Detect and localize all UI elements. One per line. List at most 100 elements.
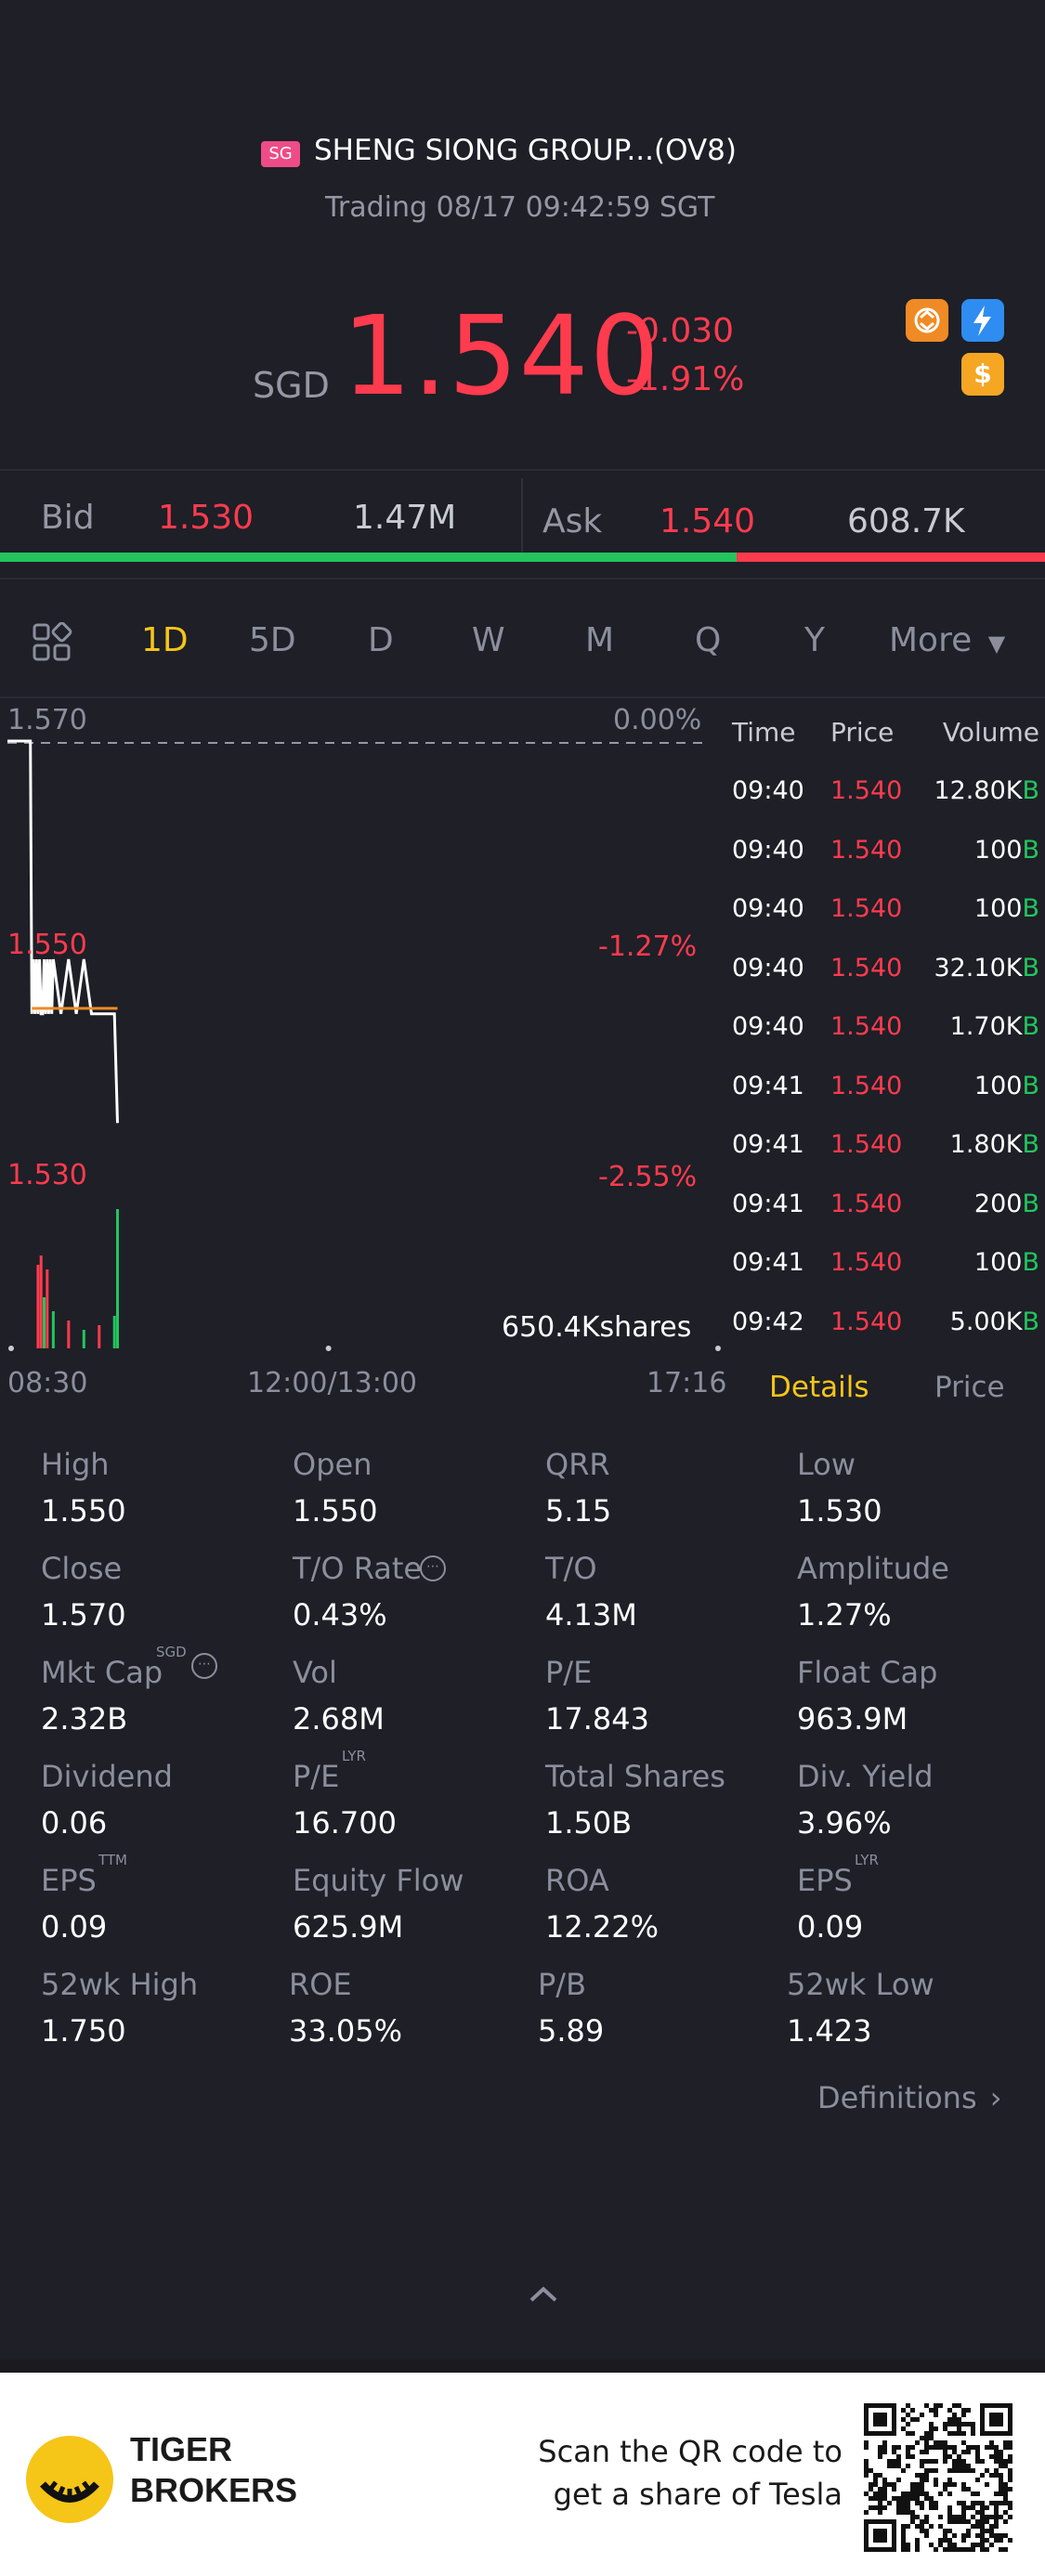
volume-bar (46, 1269, 49, 1348)
qr-module (961, 2515, 966, 2519)
qr-module (994, 2538, 999, 2543)
qr-module (961, 2459, 966, 2464)
tiger-logo-icon (26, 2436, 113, 2523)
stat-roa-label: ROA (545, 1863, 609, 1898)
qr-module (869, 2482, 873, 2487)
qr-module (869, 2487, 873, 2491)
qr-module (910, 2510, 915, 2515)
qr-module (920, 2524, 924, 2529)
tab-d[interactable]: D (368, 621, 394, 659)
layout-grid-icon[interactable] (32, 621, 72, 663)
currency-label: SGD (253, 365, 330, 406)
trade-side-badge: B (1022, 776, 1039, 805)
qr-module (943, 2445, 947, 2450)
qr-module (938, 2538, 943, 2543)
trade-row: 09:41 1.540 100B (725, 1072, 1045, 1130)
tab-m[interactable]: M (585, 621, 615, 659)
swap-icon[interactable] (906, 299, 948, 342)
tab-5d[interactable]: 5D (249, 621, 296, 659)
trade-row: 09:41 1.540 100B (725, 1248, 1045, 1307)
qr-module (929, 2431, 934, 2436)
qr-module (975, 2459, 980, 2464)
chevron-up-icon[interactable] (522, 2280, 565, 2308)
price-label-bottom: 1.530 (7, 1159, 87, 1191)
qr-module (952, 2482, 957, 2487)
qr-module (943, 2459, 947, 2464)
definitions-link[interactable]: Definitions › (817, 2080, 1002, 2115)
qr-module (901, 2529, 906, 2533)
stock-name[interactable]: SHENG SIONG GROUP...(OV8) (314, 134, 737, 167)
qr-finder (864, 2431, 896, 2436)
qr-module (1008, 2473, 1012, 2478)
qr-module (896, 2478, 901, 2482)
qr-module (952, 2403, 957, 2408)
qr-module (966, 2464, 971, 2468)
tab-details[interactable]: Details (769, 1371, 869, 1404)
stock-header: SG SHENG SIONG GROUP...(OV8) Trading 08/… (0, 0, 1045, 469)
qr-module (920, 2473, 924, 2478)
qr-module (896, 2459, 901, 2464)
qr-finder (892, 2403, 896, 2436)
qr-module (994, 2450, 999, 2454)
trade-price: 1.540 (830, 1071, 903, 1100)
qr-module (924, 2445, 929, 2450)
tab-price[interactable]: Price (934, 1371, 1005, 1404)
qr-module (929, 2468, 934, 2473)
trade-side-badge: B (1022, 894, 1039, 923)
tab-more[interactable]: More ▼ (889, 621, 1005, 659)
qr-module (924, 2515, 929, 2519)
stat-eps-lyr-label: EPS (797, 1863, 853, 1898)
tab-y[interactable]: Y (804, 621, 825, 659)
qr-module (924, 2403, 929, 2408)
qr-finder (864, 2547, 896, 2552)
dollar-icon[interactable]: $ (961, 353, 1004, 396)
qr-module (924, 2478, 929, 2482)
qr-module (1003, 2496, 1008, 2501)
qr-module (943, 2533, 947, 2538)
qr-module (906, 2445, 910, 2450)
qr-module (906, 2464, 910, 2468)
stat-low-value: 1.530 (797, 1493, 882, 1529)
stat-mkt-cap-sup: SGD (156, 1644, 187, 1660)
info-icon[interactable]: ⋯ (420, 1555, 446, 1581)
qr-module (887, 2459, 892, 2464)
trade-side-badge: B (1022, 1071, 1039, 1100)
trade-side-badge: B (1022, 1189, 1039, 1218)
qr-module (920, 2482, 924, 2487)
market-badge: SG (261, 141, 300, 167)
qr-module (985, 2468, 989, 2473)
qr-module (985, 2538, 989, 2543)
qr-module (989, 2524, 994, 2529)
qr-module (906, 2543, 910, 2547)
qr-module (924, 2450, 929, 2454)
lightning-1-icon[interactable] (961, 299, 1004, 342)
qr-module (873, 2478, 878, 2482)
qr-module (943, 2482, 947, 2487)
qr-module (929, 2426, 934, 2431)
qr-module (980, 2510, 985, 2515)
qr-module (966, 2408, 971, 2413)
qr-module (1003, 2501, 1008, 2505)
info-icon[interactable]: ⋯ (191, 1653, 217, 1679)
qr-module (952, 2413, 957, 2417)
tab-q[interactable]: Q (695, 621, 722, 659)
ask-price: 1.540 (660, 502, 756, 540)
qr-code[interactable] (859, 2399, 1017, 2556)
qr-module (910, 2454, 915, 2459)
intraday-chart[interactable]: 1.570 0.00% 1.550 -1.27% 1.530 -2.55% 65… (0, 698, 726, 1413)
qr-module (892, 2496, 896, 2501)
qr-module (906, 2450, 910, 2454)
qr-module (999, 2459, 1003, 2464)
qr-module (975, 2445, 980, 2450)
qr-module (961, 2431, 966, 2436)
stat-eps-lyr-sup: LYR (855, 1852, 879, 1868)
stat-roe-value: 33.05% (289, 2013, 403, 2049)
tab-w[interactable]: W (472, 621, 505, 659)
qr-module (952, 2450, 957, 2454)
qr-module (971, 2515, 975, 2519)
trade-volume: 100B (973, 1248, 1039, 1277)
tab-1d[interactable]: 1D (141, 621, 189, 659)
qr-module (961, 2464, 966, 2468)
qr-module (910, 2482, 915, 2487)
qr-module (999, 2538, 1003, 2543)
